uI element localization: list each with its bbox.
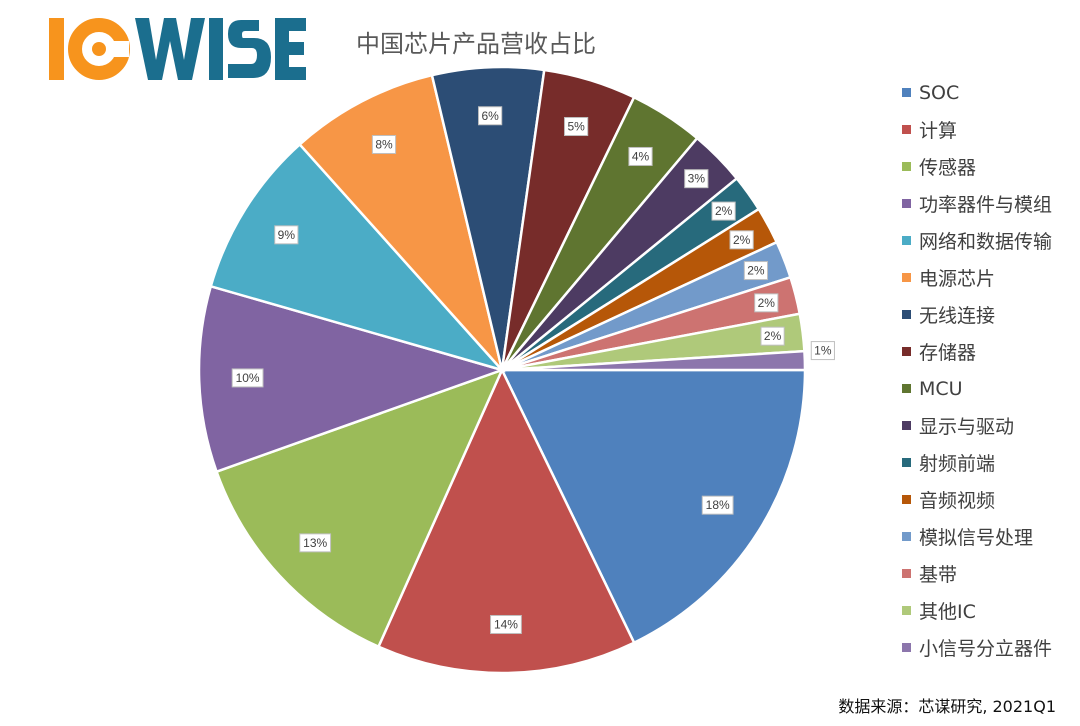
- svg-text:2%: 2%: [747, 264, 765, 278]
- pie-slice: [214, 367, 505, 649]
- pie-slice: [376, 367, 636, 675]
- chart-title: 中国芯片产品营收占比: [356, 30, 596, 58]
- legend-item: 网络和数据传输: [902, 222, 1052, 259]
- legend-swatch: [902, 421, 911, 430]
- legend-label: 计算: [919, 120, 958, 142]
- svg-text:13%: 13%: [303, 536, 327, 550]
- legend-swatch: [902, 310, 911, 319]
- chart-legend: SOC 计算传感器功率器件与模组 网络和数据传输 电源芯片无线连接存储器 MCU 显示与驱…: [902, 74, 1052, 666]
- logo-letter-w: [135, 18, 205, 80]
- svg-text:18%: 18%: [706, 498, 730, 512]
- legend-swatch: [902, 273, 911, 282]
- data-label: 2%: [754, 293, 779, 313]
- legend-label: 网络和数据传输: [919, 231, 1053, 253]
- svg-text:6%: 6%: [481, 109, 499, 123]
- legend-label: SOC: [919, 81, 960, 104]
- data-label: 13%: [299, 533, 332, 553]
- svg-text:4%: 4%: [632, 149, 650, 163]
- svg-text:10%: 10%: [236, 371, 260, 385]
- pie-slice: [500, 368, 807, 645]
- svg-text:5%: 5%: [567, 120, 585, 134]
- legend-swatch: [902, 125, 911, 134]
- legend-item: 计算: [902, 111, 1052, 148]
- data-label: 3%: [684, 169, 709, 189]
- legend-item: 功率器件与模组: [902, 185, 1052, 222]
- logo-letter-e: [275, 18, 306, 80]
- logo-letter-i2: [209, 18, 223, 80]
- legend-label: MCU: [919, 377, 963, 400]
- legend-item: SOC: [902, 74, 1052, 111]
- legend-label: 电源芯片: [919, 268, 996, 290]
- data-label: 14%: [490, 614, 522, 634]
- legend-item: 显示与驱动: [902, 407, 1052, 444]
- legend-label: 射频前端: [919, 453, 996, 475]
- data-label: 2%: [729, 230, 754, 250]
- legend-item: 无线连接: [902, 296, 1052, 333]
- pie-chart: 18% 14% 13% 10% 9% 8% 6% 5% 4% 3% 2% 2% 2% 2% 2% 1%: [197, 65, 835, 675]
- legend-label: 基带: [919, 564, 958, 586]
- pie-slice: [297, 73, 504, 371]
- legend-swatch: [902, 88, 911, 97]
- legend-label: 其他IC: [919, 601, 976, 623]
- legend-label: 无线连接: [919, 305, 996, 327]
- legend-swatch: [902, 606, 911, 615]
- data-label: 5%: [564, 117, 589, 137]
- legend-item: 射频前端: [902, 444, 1052, 481]
- data-label: 8%: [371, 134, 397, 154]
- legend-swatch: [902, 569, 911, 578]
- pie-slice: [197, 284, 507, 474]
- svg-text:9%: 9%: [278, 228, 296, 242]
- pie-slice: [501, 349, 807, 372]
- legend-swatch: [902, 643, 911, 652]
- legend-item: 基带: [902, 555, 1052, 592]
- legend-label: 小信号分立器件: [919, 638, 1053, 660]
- legend-item: 电源芯片: [902, 259, 1052, 296]
- data-label: 4%: [628, 146, 653, 166]
- legend-label: 功率器件与模组: [919, 194, 1053, 216]
- legend-item: 音频视频: [902, 481, 1052, 518]
- data-source-note: 数据来源：芯谋研究, 2021Q1: [838, 697, 1056, 716]
- svg-text:2%: 2%: [758, 296, 776, 310]
- pie-slice: [209, 142, 506, 373]
- legend-item: 传感器: [902, 148, 1052, 185]
- data-label: 6%: [478, 106, 503, 126]
- legend-swatch: [902, 347, 911, 356]
- legend-swatch: [902, 162, 911, 171]
- svg-text:1%: 1%: [814, 344, 832, 358]
- legend-label: 存储器: [919, 342, 977, 364]
- logo-dot: [92, 42, 106, 56]
- legend-swatch: [902, 199, 911, 208]
- data-label: 9%: [274, 225, 299, 245]
- svg-text:2%: 2%: [764, 329, 782, 343]
- data-label: 1%: [810, 341, 835, 361]
- svg-text:14%: 14%: [494, 617, 518, 631]
- legend-label: 传感器: [919, 157, 977, 179]
- data-label: 2%: [743, 261, 769, 281]
- legend-label: 音频视频: [919, 490, 996, 512]
- legend-swatch: [902, 384, 911, 393]
- legend-swatch: [902, 495, 911, 504]
- legend-item: MCU: [902, 370, 1052, 407]
- icwise-logo: [49, 18, 306, 80]
- legend-item: 其他IC: [902, 592, 1052, 629]
- legend-label: 显示与驱动: [919, 416, 1015, 438]
- legend-swatch: [902, 458, 911, 467]
- svg-text:2%: 2%: [715, 204, 733, 218]
- legend-item: 小信号分立器件: [902, 629, 1052, 666]
- legend-label: 模拟信号处理: [919, 527, 1034, 549]
- legend-item: 存储器: [902, 333, 1052, 370]
- data-label: 18%: [701, 495, 734, 515]
- svg-text:3%: 3%: [688, 172, 706, 186]
- logo-letter-s: [228, 20, 271, 78]
- svg-text:2%: 2%: [733, 233, 751, 247]
- logo-letter-i: [49, 18, 64, 80]
- data-label: 2%: [760, 326, 785, 346]
- legend-swatch: [902, 532, 911, 541]
- legend-item: 模拟信号处理: [902, 518, 1052, 555]
- data-label: 10%: [231, 368, 264, 388]
- logo-c-gap: [109, 41, 129, 57]
- data-label: 2%: [711, 201, 736, 221]
- svg-text:8%: 8%: [375, 137, 393, 151]
- legend-swatch: [902, 236, 911, 245]
